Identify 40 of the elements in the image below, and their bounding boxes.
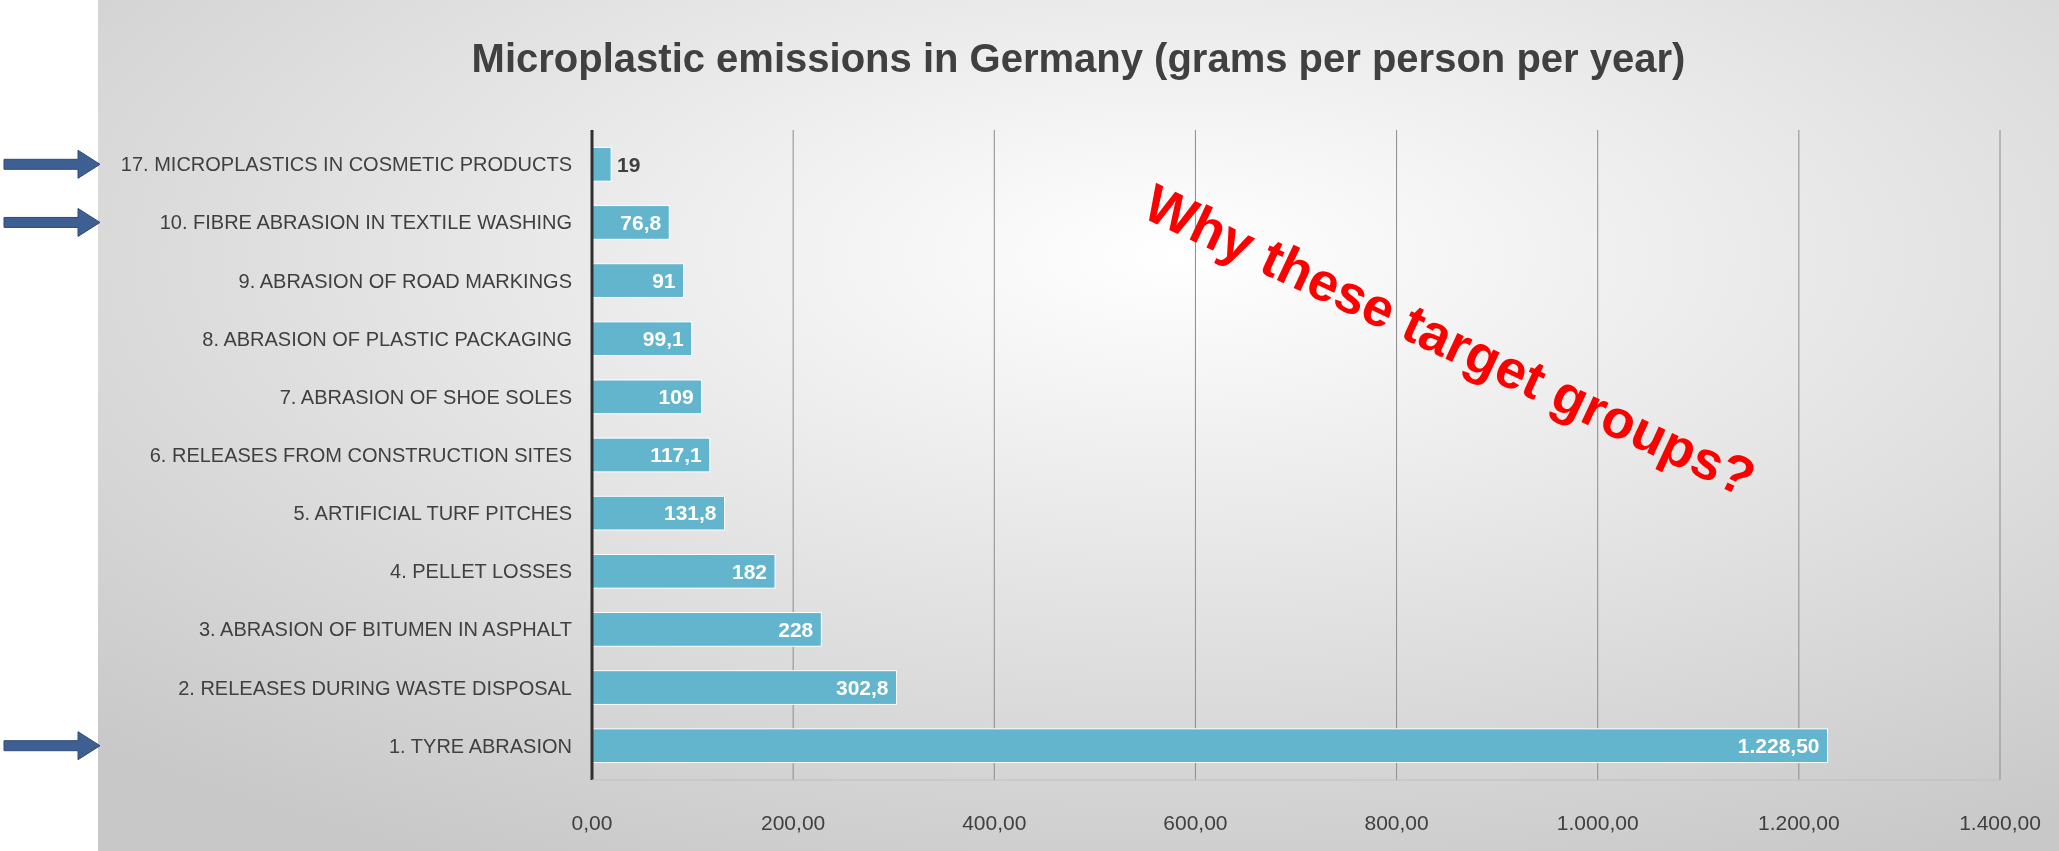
x-tick-label: 200,00 bbox=[761, 811, 826, 834]
data-label: 228 bbox=[778, 617, 814, 641]
bar bbox=[591, 553, 776, 589]
data-label: 109 bbox=[658, 385, 694, 409]
y-tick-label: 5. ARTIFICIAL TURF PITCHES bbox=[293, 502, 572, 525]
bar bbox=[591, 437, 711, 473]
y-tick-label: 1. TYRE ABRASION bbox=[388, 734, 572, 757]
chart-title: Microplastic emissions in Germany (grams per person per year) bbox=[471, 36, 1686, 80]
x-tick-label: 600,00 bbox=[1163, 811, 1228, 834]
data-label: 19 bbox=[617, 152, 641, 176]
y-tick-label: 2. RELEASES DURING WASTE DISPOSAL bbox=[178, 676, 572, 699]
y-tick-label: 4. PELLET LOSSES bbox=[390, 560, 572, 583]
data-label: 99,1 bbox=[642, 327, 684, 351]
bar bbox=[591, 146, 612, 182]
bar bbox=[591, 263, 685, 298]
x-tick-label: 1.000,00 bbox=[1556, 811, 1639, 834]
y-tick-label: 6. RELEASES FROM CONSTRUCTION SITES bbox=[149, 444, 572, 466]
y-tick-label: 8. ABRASION OF PLASTIC PACKAGING bbox=[202, 327, 572, 350]
data-label: 117,1 bbox=[650, 443, 703, 467]
bar bbox=[591, 612, 822, 647]
y-tick-label: 7. ABRASION OF SHOE SOLES bbox=[279, 385, 572, 408]
bar bbox=[591, 728, 1829, 764]
data-label: 1.228,50 bbox=[1737, 734, 1820, 758]
y-tick-label: 10. FIBRE ABRASION IN TEXTILE WASHING bbox=[159, 211, 572, 234]
bar bbox=[591, 495, 726, 531]
data-label: 76,8 bbox=[620, 210, 662, 234]
data-label: 91 bbox=[652, 268, 676, 292]
x-tick-label: 1.400,00 bbox=[1959, 811, 2041, 834]
x-tick-label: 800,00 bbox=[1364, 811, 1429, 834]
x-tick-label: 0,00 bbox=[571, 811, 613, 834]
data-label: 182 bbox=[731, 559, 768, 583]
bar bbox=[591, 670, 898, 705]
y-tick-label: 3. ABRASION OF BITUMEN IN ASPHALT bbox=[198, 618, 572, 641]
bar bbox=[591, 379, 703, 415]
data-label: 131,8 bbox=[663, 501, 717, 525]
x-tick-label: 1.200,00 bbox=[1757, 811, 1840, 834]
y-tick-label: 17. MICROPLASTICS IN COSMETIC PRODUCTS bbox=[120, 153, 572, 176]
data-label: 302,8 bbox=[835, 675, 889, 699]
x-tick-label: 400,00 bbox=[962, 811, 1027, 834]
y-tick-label: 9. ABRASION OF ROAD MARKINGS bbox=[238, 269, 572, 292]
